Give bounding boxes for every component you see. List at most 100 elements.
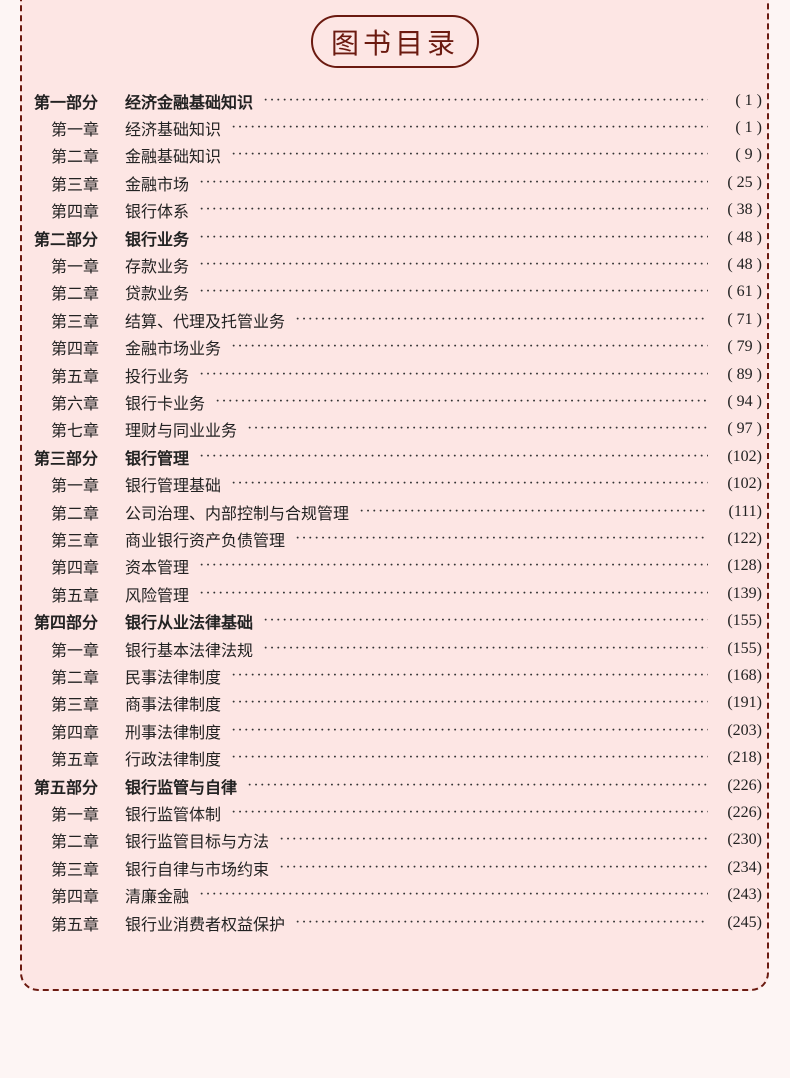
entry-number: 第三章 xyxy=(51,697,100,715)
toc-chapter-entry: 第二章 公司治理、内部控制与合规管理 (111) xyxy=(51,498,762,525)
entry-number: 第四章 xyxy=(51,341,100,359)
entry-page: (122) xyxy=(727,529,762,547)
entry-number: 第二章 xyxy=(51,669,100,687)
toc-chapter-entry: 第七章 理财与同业业务 ( 97 ) xyxy=(51,416,762,443)
entry-page: ( 9 ) xyxy=(735,146,762,164)
entry-page: ( 89 ) xyxy=(727,365,762,383)
entry-title: 公司治理、内部控制与合规管理 xyxy=(125,505,350,523)
entry-page: (226) xyxy=(727,776,762,794)
entry-title: 银行监管体制 xyxy=(125,806,222,824)
dot-leader xyxy=(231,475,708,493)
entry-number: 第一部分 xyxy=(34,94,99,112)
entry-number: 第五部分 xyxy=(34,779,99,797)
entry-title: 清廉金融 xyxy=(125,889,190,907)
entry-number: 第三章 xyxy=(51,532,100,550)
entry-page: (226) xyxy=(727,803,762,821)
toc-chapter-entry: 第一章 存款业务 ( 48 ) xyxy=(51,251,762,278)
entry-title: 经济基础知识 xyxy=(125,121,222,139)
toc-chapter-entry: 第六章 银行卡业务 ( 94 ) xyxy=(51,388,762,415)
dot-leader xyxy=(215,393,708,411)
entry-page: ( 79 ) xyxy=(727,338,762,356)
entry-number: 第四章 xyxy=(51,204,100,222)
toc-chapter-entry: 第三章 商业银行资产负债管理 (122) xyxy=(51,525,762,552)
toc-chapter-entry: 第四章 清廉金融 (243) xyxy=(51,882,762,909)
entry-title: 刑事法律制度 xyxy=(125,724,222,742)
dot-leader xyxy=(247,777,708,795)
toc-part-entry: 第五部分 银行监管与自律 (226) xyxy=(34,772,762,799)
entry-page: (191) xyxy=(727,694,762,712)
dot-leader xyxy=(231,667,708,685)
toc-chapter-entry: 第二章 民事法律制度 (168) xyxy=(51,662,762,689)
entry-title: 银行自律与市场约束 xyxy=(125,861,270,879)
entry-number: 第二章 xyxy=(51,286,100,304)
dot-leader xyxy=(199,229,708,247)
entry-title: 金融市场业务 xyxy=(125,341,222,359)
dot-leader xyxy=(295,530,708,548)
entry-page: ( 71 ) xyxy=(727,310,762,328)
page-title: 图书目录 xyxy=(311,15,479,68)
entry-number: 第四章 xyxy=(51,724,100,742)
entry-title: 银行监管目标与方法 xyxy=(125,834,270,852)
entry-page: (102) xyxy=(727,475,762,493)
entry-page: (139) xyxy=(727,584,762,602)
entry-page: ( 1 ) xyxy=(735,118,762,136)
toc-chapter-entry: 第三章 结算、代理及托管业务 ( 71 ) xyxy=(51,306,762,333)
toc-chapter-entry: 第三章 银行自律与市场约束 (234) xyxy=(51,854,762,881)
dot-leader xyxy=(199,283,708,301)
entry-title: 资本管理 xyxy=(125,560,190,578)
dot-leader xyxy=(231,146,708,164)
entry-number: 第七章 xyxy=(51,423,100,441)
entry-number: 第三章 xyxy=(51,176,100,194)
entry-number: 第五章 xyxy=(51,368,100,386)
entry-page: ( 97 ) xyxy=(727,420,762,438)
entry-number: 第六章 xyxy=(51,395,100,413)
dot-leader xyxy=(279,831,708,849)
entry-title: 银行基本法律法规 xyxy=(125,642,254,660)
entry-number: 第一章 xyxy=(51,478,100,496)
dot-leader xyxy=(199,886,708,904)
entry-number: 第四部分 xyxy=(34,615,99,633)
toc-part-entry: 第三部分 银行管理 (102) xyxy=(34,443,762,470)
entry-title: 银行监管与自律 xyxy=(125,779,238,797)
toc-frame xyxy=(20,0,769,991)
dot-leader xyxy=(231,749,708,767)
toc-chapter-entry: 第五章 风险管理 (139) xyxy=(51,580,762,607)
dot-leader xyxy=(263,92,708,110)
toc-chapter-entry: 第一章 银行基本法律法规 (155) xyxy=(51,635,762,662)
entry-number: 第五章 xyxy=(51,916,100,934)
dot-leader xyxy=(359,503,708,521)
toc-part-entry: 第四部分 银行从业法律基础 (155) xyxy=(34,608,762,635)
entry-title: 民事法律制度 xyxy=(125,669,222,687)
dot-leader xyxy=(263,640,708,658)
entry-page: ( 48 ) xyxy=(727,255,762,273)
entry-page: ( 1 ) xyxy=(735,91,762,109)
entry-page: (155) xyxy=(727,639,762,657)
dot-leader xyxy=(247,420,708,438)
entry-page: (234) xyxy=(727,858,762,876)
dot-leader xyxy=(231,804,708,822)
entry-page: ( 25 ) xyxy=(727,173,762,191)
toc-chapter-entry: 第一章 经济基础知识 ( 1 ) xyxy=(51,114,762,141)
dot-leader xyxy=(199,585,708,603)
dot-leader xyxy=(279,859,708,877)
entry-page: (111) xyxy=(728,502,762,520)
entry-title: 结算、代理及托管业务 xyxy=(125,313,286,331)
dot-leader xyxy=(231,694,708,712)
entry-number: 第五章 xyxy=(51,587,100,605)
toc-chapter-entry: 第四章 银行体系 ( 38 ) xyxy=(51,197,762,224)
dot-leader xyxy=(199,448,708,466)
entry-page: (243) xyxy=(727,886,762,904)
entry-title: 金融基础知识 xyxy=(125,149,222,167)
dot-leader xyxy=(199,557,708,575)
entry-page: (128) xyxy=(727,557,762,575)
entry-page: (203) xyxy=(727,721,762,739)
dot-leader xyxy=(199,174,708,192)
entry-number: 第四章 xyxy=(51,560,100,578)
entry-title: 银行管理基础 xyxy=(125,478,222,496)
entry-number: 第一章 xyxy=(51,121,100,139)
toc-part-entry: 第一部分 经济金融基础知识 ( 1 ) xyxy=(34,87,762,114)
entry-number: 第一章 xyxy=(51,806,100,824)
entry-title: 商业银行资产负债管理 xyxy=(125,532,286,550)
dot-leader xyxy=(199,256,708,274)
entry-page: ( 38 ) xyxy=(727,201,762,219)
